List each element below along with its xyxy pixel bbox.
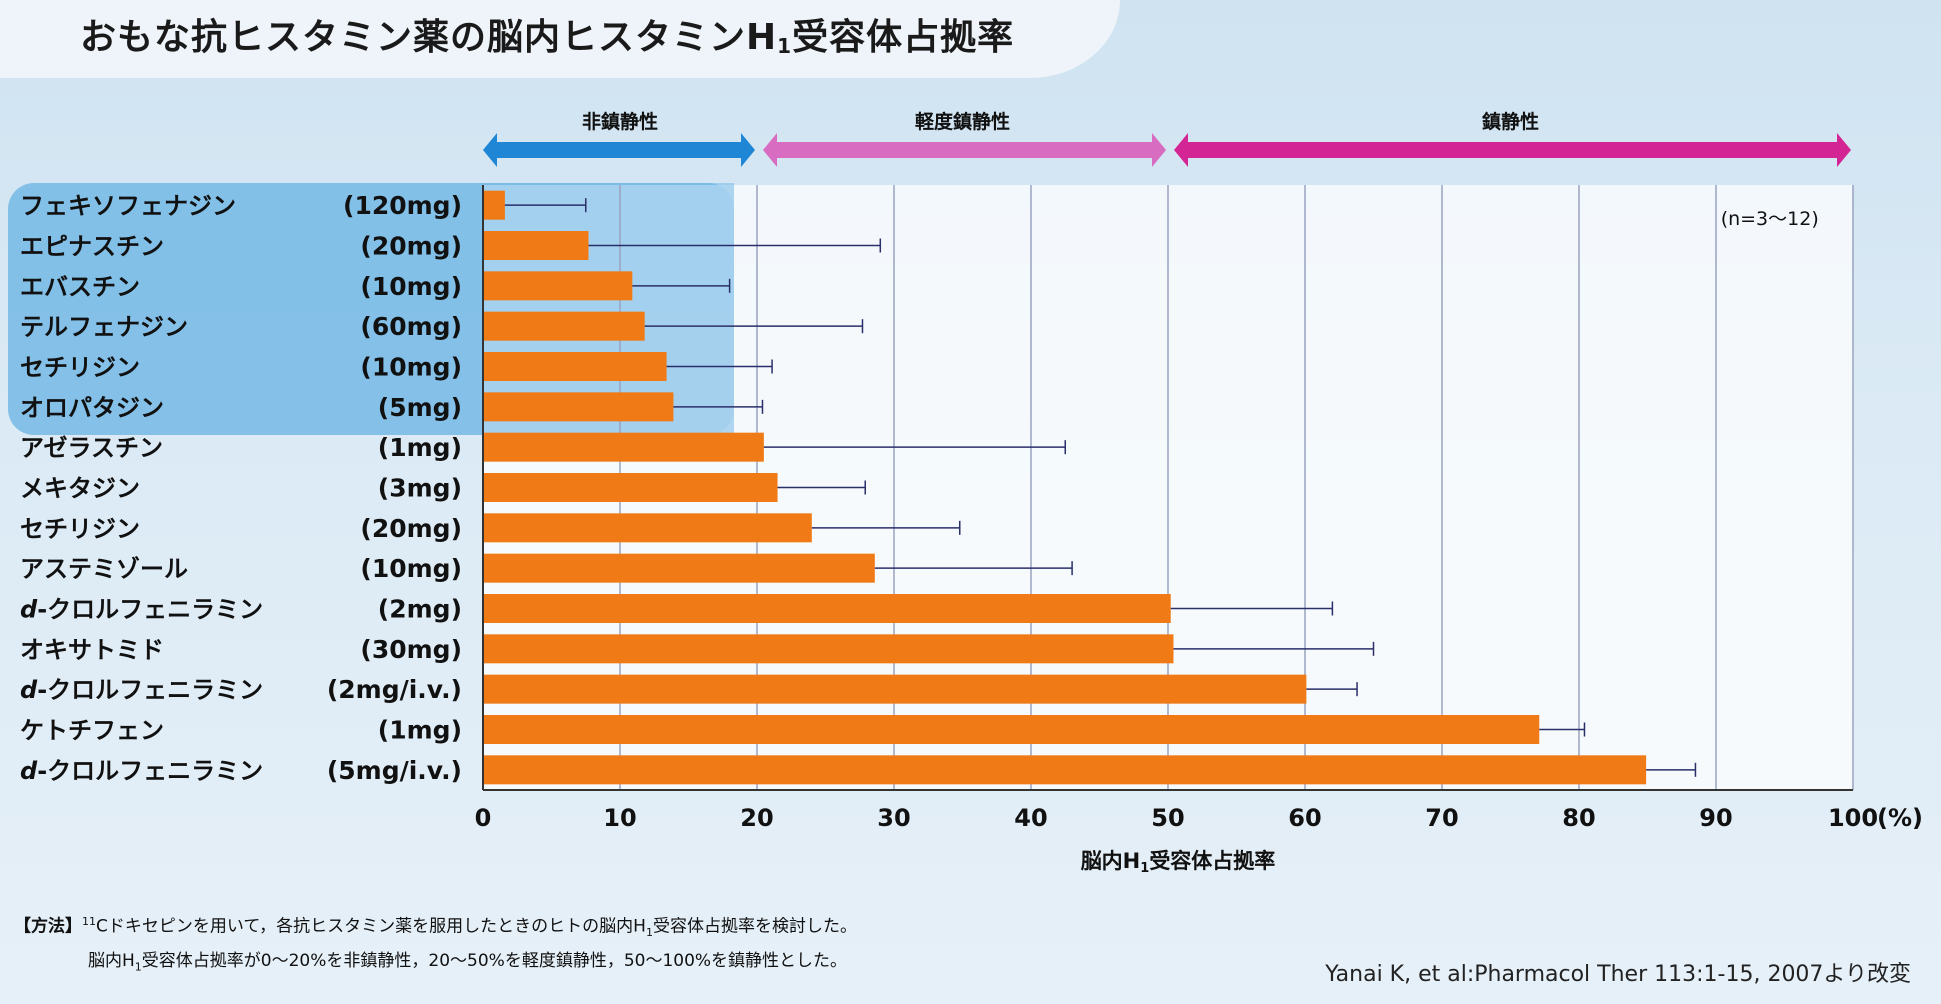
citation: Yanai K, et al:Pharmacol Ther 113:1-15, … bbox=[1325, 962, 1911, 987]
drug-name-label: セチリジン bbox=[20, 515, 140, 543]
dose-label: (60mg) bbox=[360, 312, 462, 341]
bar bbox=[484, 190, 505, 220]
drug-name-label: フェキソフェナジン bbox=[20, 192, 236, 220]
bar bbox=[484, 755, 1647, 785]
range-arrow bbox=[763, 133, 1166, 167]
dose-label: (1mg) bbox=[378, 433, 462, 462]
x-tick-label: 50 bbox=[1151, 804, 1184, 832]
dose-label: (10mg) bbox=[360, 554, 462, 583]
drug-name-label: テルフェナジン bbox=[20, 313, 188, 341]
dose-label: (10mg) bbox=[360, 353, 462, 382]
x-tick-label: 70 bbox=[1425, 804, 1458, 832]
drug-name-label: d-クロルフェニラミン bbox=[20, 676, 263, 704]
chart-title: おもな抗ヒスタミン薬の脳内ヒスタミンH1受容体占拠率 bbox=[80, 17, 1015, 58]
x-tick-label: 40 bbox=[1014, 804, 1047, 832]
drug-name-label: エピナスチン bbox=[20, 233, 164, 261]
dose-label: (10mg) bbox=[360, 272, 462, 301]
x-axis-title: 脳内H1受容体占拠率 bbox=[1081, 849, 1276, 876]
dose-label: (2mg/i.v.) bbox=[327, 675, 462, 704]
bar bbox=[484, 634, 1174, 664]
dose-label: (5mg/i.v.) bbox=[327, 756, 462, 785]
bar bbox=[484, 392, 674, 422]
drug-name-label: アゼラスチン bbox=[20, 434, 163, 462]
range-label: 鎮静性 bbox=[1482, 110, 1539, 133]
method-note: 【方法】11Cドキセピンを用いて，各抗ヒスタミン薬を服用したときのヒトの脳内H1… bbox=[14, 915, 857, 974]
bar bbox=[484, 473, 778, 502]
drug-name-label: d-クロルフェニラミン bbox=[20, 596, 263, 624]
bar bbox=[484, 352, 667, 381]
bar bbox=[484, 715, 1540, 744]
bar bbox=[484, 231, 589, 260]
dose-label: (20mg) bbox=[360, 232, 462, 261]
x-tick-label: 90 bbox=[1699, 804, 1732, 832]
bar bbox=[484, 271, 633, 301]
bar bbox=[484, 432, 764, 462]
title-banner bbox=[0, 0, 1120, 78]
range-label: 軽度鎮静性 bbox=[915, 110, 1010, 133]
dose-label: (1mg) bbox=[378, 716, 462, 745]
dose-label: (3mg) bbox=[378, 474, 462, 503]
range-arrow bbox=[1174, 133, 1851, 167]
dose-label: (30mg) bbox=[360, 635, 462, 664]
x-tick-label: 10 bbox=[603, 804, 636, 832]
bar bbox=[484, 553, 875, 583]
drug-name-label: アステミゾール bbox=[20, 555, 188, 583]
x-tick-label: 80 bbox=[1562, 804, 1595, 832]
dose-label: (120mg) bbox=[343, 191, 462, 220]
drug-name-label: オキサトミド bbox=[20, 636, 164, 664]
drug-name-label: セチリジン bbox=[20, 354, 140, 382]
dose-label: (2mg) bbox=[378, 595, 462, 624]
x-tick-label: 20 bbox=[740, 804, 773, 832]
drug-name-label: オロパタジン bbox=[20, 394, 164, 422]
drug-name-label: d-クロルフェニラミン bbox=[20, 757, 263, 785]
x-tick-label: 60 bbox=[1288, 804, 1321, 832]
sample-size-note: (n=3〜12) bbox=[1721, 208, 1819, 230]
x-tick-label: 100 bbox=[1828, 804, 1878, 832]
chart: 0 10 20 30 40 50 60 70 80 90 100(%) 脳内H1受容体占拠率 (n=3〜… bbox=[8, 110, 1923, 876]
range-label: 非鎮静性 bbox=[582, 110, 658, 133]
bar bbox=[484, 674, 1307, 704]
x-unit-label: (%) bbox=[1877, 804, 1923, 832]
bar bbox=[484, 513, 812, 543]
drug-name-label: エバスチン bbox=[20, 273, 140, 301]
drug-name-label: ケトチフェン bbox=[20, 717, 164, 745]
dose-label: (20mg) bbox=[360, 514, 462, 543]
range-arrow bbox=[483, 133, 755, 167]
bar bbox=[484, 311, 645, 341]
drug-name-label: メキタジン bbox=[20, 475, 140, 503]
dose-label: (5mg) bbox=[378, 393, 462, 422]
bar bbox=[484, 594, 1171, 623]
x-tick-label: 30 bbox=[877, 804, 910, 832]
x-tick-label: 0 bbox=[475, 804, 492, 832]
